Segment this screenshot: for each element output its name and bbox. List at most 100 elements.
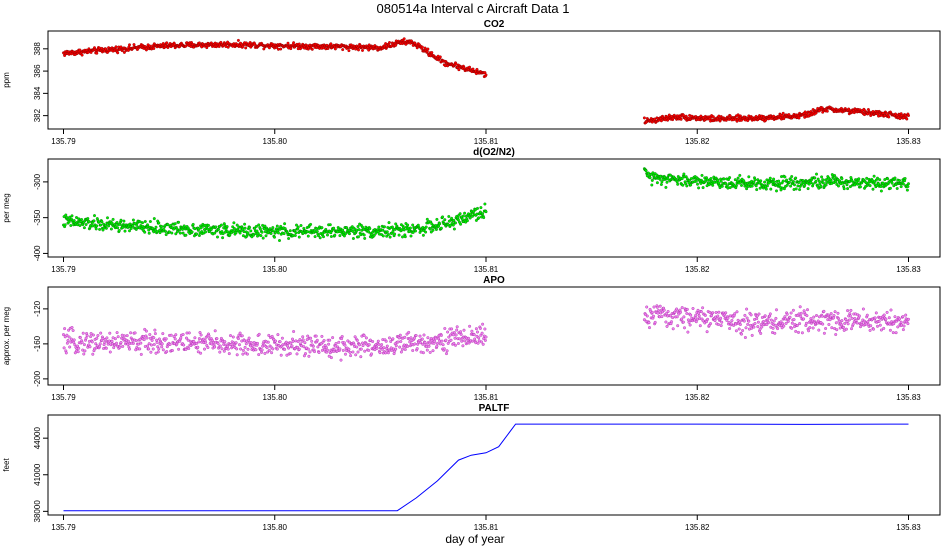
- data-point: [465, 219, 469, 223]
- plot-frame: [47, 30, 941, 130]
- data-point: [445, 349, 449, 353]
- data-point: [659, 183, 663, 186]
- data-point: [150, 343, 153, 347]
- data-point: [107, 224, 111, 228]
- data-point: [675, 315, 679, 319]
- figure-title: 080514a Interval c Aircraft Data 1: [377, 1, 570, 16]
- data-point: [899, 185, 903, 189]
- data-point: [341, 348, 345, 352]
- data-point: [428, 341, 432, 345]
- data-point: [376, 339, 380, 343]
- data-point: [750, 184, 754, 188]
- data-point: [249, 229, 253, 233]
- data-point: [829, 312, 833, 316]
- data-point: [216, 235, 219, 239]
- data-point: [808, 326, 812, 330]
- data-point: [144, 329, 148, 333]
- data-point: [769, 187, 773, 191]
- data-point: [197, 234, 201, 237]
- data-point: [717, 310, 721, 314]
- data-point: [662, 308, 666, 312]
- data-point: [270, 351, 274, 355]
- data-point: [901, 182, 905, 186]
- data-point: [361, 344, 365, 348]
- data-point: [125, 334, 129, 338]
- data-point: [403, 235, 407, 239]
- data-point: [116, 335, 120, 339]
- data-point: [887, 316, 891, 320]
- data-point: [872, 327, 875, 331]
- data-point: [907, 317, 910, 321]
- data-point: [904, 313, 908, 317]
- data-point: [834, 321, 838, 325]
- data-point: [65, 333, 69, 337]
- data-point: [109, 227, 113, 231]
- data-point: [412, 336, 416, 340]
- data-point: [153, 332, 157, 336]
- data-point: [185, 336, 188, 340]
- x-axis-title: day of year: [445, 532, 504, 546]
- data-point: [139, 341, 143, 345]
- data-point: [184, 44, 188, 48]
- data-point: [373, 348, 377, 352]
- data-point: [191, 222, 195, 226]
- data-point: [694, 320, 698, 324]
- data-point: [845, 183, 849, 187]
- data-point: [345, 226, 349, 230]
- data-point: [361, 341, 364, 345]
- data-point: [177, 220, 181, 224]
- data-point: [779, 188, 783, 192]
- data-point: [428, 227, 432, 231]
- data-point: [261, 236, 265, 240]
- data-point: [415, 347, 419, 351]
- data-point: [686, 318, 690, 322]
- data-point: [269, 345, 273, 349]
- data-point: [392, 352, 396, 356]
- data-point: [772, 319, 776, 323]
- y-tick-label: -120: [33, 300, 42, 317]
- data-point: [890, 181, 894, 185]
- data-point: [394, 347, 398, 351]
- data-point: [855, 321, 859, 325]
- data-point: [358, 343, 362, 347]
- data-point: [122, 334, 126, 338]
- data-point: [411, 230, 415, 234]
- data-point: [764, 118, 768, 122]
- data-point: [326, 348, 329, 352]
- data-point: [434, 336, 438, 340]
- data-point: [309, 222, 313, 226]
- data-point: [763, 314, 767, 318]
- data-point: [98, 345, 102, 348]
- data-point: [278, 340, 282, 344]
- data-point: [138, 347, 142, 351]
- data-point: [709, 322, 712, 326]
- data-point: [313, 350, 316, 354]
- data-point: [755, 188, 759, 192]
- data-point: [681, 320, 685, 324]
- data-point: [882, 326, 886, 330]
- y-axis-label: per meg: [2, 193, 11, 222]
- data-point: [363, 236, 367, 240]
- data-point: [459, 222, 463, 226]
- data-point: [840, 177, 844, 181]
- data-point: [103, 340, 107, 344]
- data-point: [684, 182, 688, 186]
- data-point: [421, 342, 425, 346]
- data-point: [850, 316, 854, 320]
- data-point: [385, 234, 389, 238]
- data-point: [740, 332, 743, 336]
- data-point: [681, 183, 685, 187]
- data-point: [771, 326, 775, 330]
- data-point: [95, 224, 99, 228]
- data-point: [292, 41, 296, 45]
- data-point: [650, 310, 654, 314]
- data-point: [700, 173, 704, 177]
- data-point: [737, 327, 741, 331]
- data-point: [328, 338, 332, 342]
- data-point: [752, 180, 756, 184]
- data-point: [97, 220, 101, 224]
- data-point: [727, 320, 731, 324]
- data-point: [271, 229, 275, 233]
- data-point: [215, 337, 219, 341]
